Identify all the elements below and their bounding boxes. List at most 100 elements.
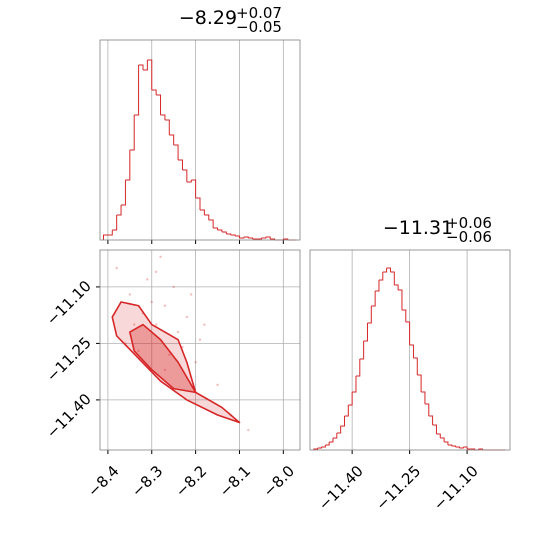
histogram-bin bbox=[398, 289, 403, 310]
contour bbox=[129, 323, 197, 394]
panel-title: −8.29 bbox=[179, 7, 237, 29]
scatter-point bbox=[163, 368, 167, 371]
x-tick-label: −11.40 bbox=[315, 462, 367, 514]
scatter-point bbox=[137, 349, 140, 353]
histogram-bin bbox=[243, 236, 249, 238]
histogram-bin bbox=[121, 180, 126, 206]
histogram-bin bbox=[186, 180, 192, 183]
histogram-bin bbox=[432, 424, 437, 434]
scatter-point bbox=[115, 266, 118, 270]
histogram-bin bbox=[367, 306, 372, 324]
histogram-bin bbox=[173, 144, 179, 160]
histogram-bin bbox=[459, 447, 464, 449]
histogram-bin bbox=[390, 271, 395, 285]
histogram-bin bbox=[226, 233, 232, 235]
histogram-bin bbox=[129, 115, 135, 151]
histogram-bin bbox=[359, 341, 365, 360]
histogram-bin bbox=[125, 150, 131, 181]
histogram-bin bbox=[182, 169, 188, 182]
histogram-bin bbox=[394, 284, 399, 290]
histogram-bin bbox=[230, 234, 236, 236]
histogram-bin bbox=[257, 238, 262, 240]
title-value: −8.29 bbox=[179, 7, 237, 29]
x-tick-label: −8.4 bbox=[84, 462, 122, 500]
histogram-bin bbox=[217, 229, 223, 232]
scatter-point bbox=[216, 383, 219, 387]
scatter-point bbox=[154, 270, 158, 274]
histogram-bin bbox=[160, 114, 166, 120]
histogram-bin bbox=[178, 159, 183, 170]
histogram-bin bbox=[164, 119, 170, 135]
x-tick-label: −8.1 bbox=[216, 462, 254, 500]
histogram-bin bbox=[378, 272, 384, 281]
histogram-bin bbox=[424, 403, 430, 416]
histogram-bin bbox=[221, 231, 227, 234]
histogram-bin bbox=[405, 321, 411, 345]
histogram-bin bbox=[352, 376, 357, 393]
histogram-bin bbox=[147, 59, 153, 90]
scatter-point bbox=[159, 255, 162, 258]
histogram-bin bbox=[344, 405, 349, 417]
histogram-bin bbox=[382, 268, 388, 273]
histogram-bin bbox=[138, 64, 144, 70]
histogram-bin bbox=[348, 392, 353, 406]
histogram-bin bbox=[191, 179, 197, 198]
histogram-bin bbox=[371, 291, 376, 307]
y-tick-label: −11.10 bbox=[43, 277, 95, 329]
histogram-bin bbox=[413, 357, 418, 375]
histogram-bin bbox=[325, 442, 330, 446]
histogram-bin bbox=[156, 94, 162, 115]
histogram-bin bbox=[248, 237, 254, 239]
histogram-bin bbox=[375, 280, 380, 292]
histogram-bin bbox=[235, 235, 240, 238]
histogram-bin bbox=[103, 234, 108, 240]
title-upper: +0.06 bbox=[446, 214, 492, 232]
scatter-point bbox=[176, 330, 180, 334]
histogram-bin bbox=[401, 309, 407, 322]
histogram-bin bbox=[332, 433, 338, 439]
histogram-bin bbox=[317, 447, 322, 449]
histogram-bin bbox=[451, 445, 457, 447]
histogram-bin bbox=[447, 444, 453, 446]
x-tick-label: −8.2 bbox=[172, 462, 210, 500]
histogram-bin bbox=[329, 438, 334, 443]
histogram-bin bbox=[151, 89, 157, 95]
scatter-point bbox=[172, 285, 175, 289]
x-tick-label: −11.25 bbox=[372, 462, 424, 514]
scatter-point bbox=[190, 293, 193, 296]
histogram-bin bbox=[134, 65, 140, 116]
x-tick-label: −8.3 bbox=[128, 462, 166, 500]
histogram-bin bbox=[321, 445, 326, 448]
histogram-bin bbox=[265, 236, 271, 239]
histogram-bin bbox=[169, 134, 175, 145]
panel-title: −11.31 bbox=[383, 217, 453, 239]
scatter-point bbox=[168, 353, 171, 356]
histogram-bin bbox=[195, 197, 201, 210]
histogram-bin bbox=[463, 446, 468, 449]
scatter-point bbox=[203, 323, 206, 326]
histogram-bin bbox=[340, 416, 345, 427]
histogram-bin bbox=[107, 230, 113, 236]
scatter-point bbox=[185, 315, 189, 319]
y-tick-label: −11.40 bbox=[43, 390, 95, 442]
histogram-bin bbox=[208, 219, 214, 228]
histogram-bin bbox=[444, 441, 449, 445]
x-tick-label: −8.0 bbox=[260, 462, 298, 500]
panel-frame bbox=[99, 249, 301, 451]
scatter-point bbox=[198, 338, 202, 341]
histogram-bin bbox=[409, 344, 414, 358]
histogram-bin bbox=[436, 433, 441, 438]
histogram-bin bbox=[204, 214, 210, 220]
histogram-bin bbox=[440, 437, 445, 442]
title-value: −11.31 bbox=[383, 217, 453, 239]
histogram-bin bbox=[455, 446, 460, 448]
panel-frame bbox=[309, 249, 511, 451]
histogram-bin bbox=[363, 323, 368, 342]
panel-frame bbox=[99, 39, 301, 241]
x-tick-label: −11.10 bbox=[430, 462, 482, 514]
y-tick-label: −11.25 bbox=[43, 334, 95, 386]
histogram-bin bbox=[239, 237, 245, 239]
histogram-bin bbox=[112, 215, 118, 231]
contour bbox=[111, 301, 241, 424]
